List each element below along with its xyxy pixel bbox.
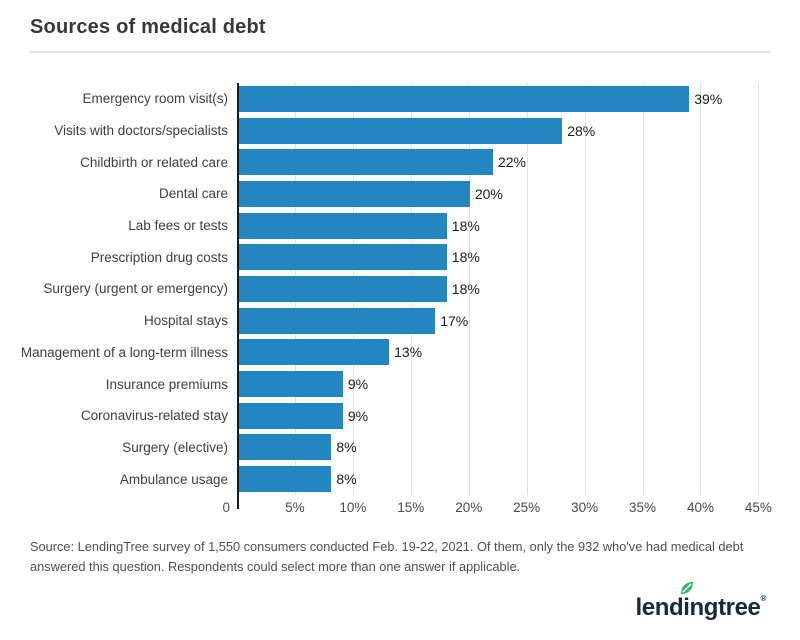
category-label: Prescription drug costs — [90, 249, 228, 265]
bar-value-label: 18% — [451, 249, 480, 266]
bar-row: 22% — [237, 146, 770, 178]
page-title: Sources of medical debt — [30, 16, 266, 38]
bar-value-label: 28% — [567, 122, 596, 139]
lendingtree-logo: lend ingtree® — [635, 581, 767, 622]
bar — [239, 117, 563, 144]
category-label: Visits with doctors/specialists — [54, 123, 228, 139]
category-label: Surgery (elective) — [122, 439, 228, 455]
bar — [239, 275, 447, 302]
category-labels: Emergency room visit(s) Visits with docto… — [20, 83, 237, 495]
bar-value-label: 17% — [440, 312, 469, 329]
bar-chart: Emergency room visit(s) Visits with docto… — [20, 83, 772, 521]
logo-letter-i: i — [681, 581, 694, 621]
bar-row: 8% — [237, 432, 770, 464]
bar-value-label: 8% — [336, 439, 357, 456]
registered-mark: ® — [760, 593, 767, 603]
bar-value-label: 39% — [694, 90, 723, 107]
category-label: Hospital stays — [143, 313, 228, 329]
bar — [239, 180, 470, 207]
bar-row: 18% — [237, 241, 770, 273]
category-label: Surgery (urgent or emergency) — [43, 281, 228, 297]
leaf-icon — [681, 581, 694, 594]
category-label: Coronavirus-related stay — [80, 408, 228, 424]
bar-value-label: 13% — [394, 344, 423, 361]
category-label: Dental care — [158, 186, 228, 202]
bar-row: 28% — [237, 115, 770, 147]
x-tick-label: 30% — [571, 500, 599, 515]
x-tick-label: 5% — [285, 500, 305, 515]
bar — [239, 149, 493, 176]
gridline — [526, 83, 528, 495]
x-axis: 0 5% 10% 15% 20% 25% 30% 35% 40% 45% — [222, 495, 772, 521]
x-tick-label: 10% — [339, 500, 367, 515]
header: Sources of medical debt — [30, 16, 770, 53]
bar-row: 17% — [237, 305, 770, 337]
source-note: Source: LendingTree survey of 1,550 cons… — [30, 539, 744, 575]
gridline — [758, 83, 760, 495]
footer: lend ingtree® — [30, 581, 770, 622]
x-tick-label: 20% — [455, 500, 483, 515]
category-label: Childbirth or related care — [80, 154, 228, 170]
plot-column: 39% 28% 22% 20% 18% 18% 18% 17% 13% 9% 9% 8% 8% 0 5% 1… — [222, 83, 772, 521]
bar-row: 18% — [237, 210, 770, 242]
plot-area: 39% 28% 22% 20% 18% 18% 18% 17% 13% 9% 9% 8% 8% — [237, 83, 770, 509]
bar-row: 18% — [237, 273, 770, 305]
gridline — [468, 83, 470, 495]
bar-value-label: 8% — [336, 471, 357, 488]
bar — [239, 466, 332, 493]
gridline — [700, 83, 702, 495]
x-tick-label: 15% — [397, 500, 425, 515]
bar — [239, 371, 343, 398]
title-divider — [30, 51, 770, 53]
logo-text-after: ngtree — [689, 593, 761, 621]
x-tick-label: 40% — [686, 500, 714, 515]
bar-value-label: 18% — [451, 217, 480, 234]
category-label: Ambulance usage — [119, 471, 228, 487]
category-label: Emergency room visit(s) — [82, 91, 228, 107]
bar-value-label: 20% — [474, 185, 503, 202]
x-tick-label: 25% — [513, 500, 541, 515]
bar — [239, 244, 447, 271]
bar — [239, 339, 390, 366]
category-label: Insurance premiums — [105, 376, 228, 392]
bar-row: 9% — [237, 400, 770, 432]
x-tick-label: 35% — [629, 500, 657, 515]
bar — [239, 212, 447, 239]
bar-row: 13% — [237, 337, 770, 369]
gridline — [584, 83, 586, 495]
category-label: Lab fees or tests — [128, 218, 228, 234]
x-tick-label: 45% — [744, 500, 772, 515]
bar-value-label: 9% — [347, 407, 369, 424]
bar — [239, 434, 332, 461]
bar — [239, 85, 690, 112]
bar-row: 9% — [237, 368, 770, 400]
bar-value-label: 18% — [451, 280, 480, 297]
bar-row: 8% — [237, 463, 770, 495]
bar-value-label: 22% — [497, 154, 526, 171]
bar — [239, 402, 343, 429]
logo-text-before: lend — [635, 593, 684, 621]
bar-value-label: 9% — [347, 376, 369, 393]
gridline — [642, 83, 644, 495]
bar-row: 39% — [237, 83, 770, 115]
x-tick-label: 0 — [222, 500, 230, 515]
y-axis-line — [237, 83, 239, 509]
bar — [239, 307, 436, 334]
bar-row: 20% — [237, 178, 770, 210]
category-label: Management of a long-term illness — [20, 344, 228, 360]
